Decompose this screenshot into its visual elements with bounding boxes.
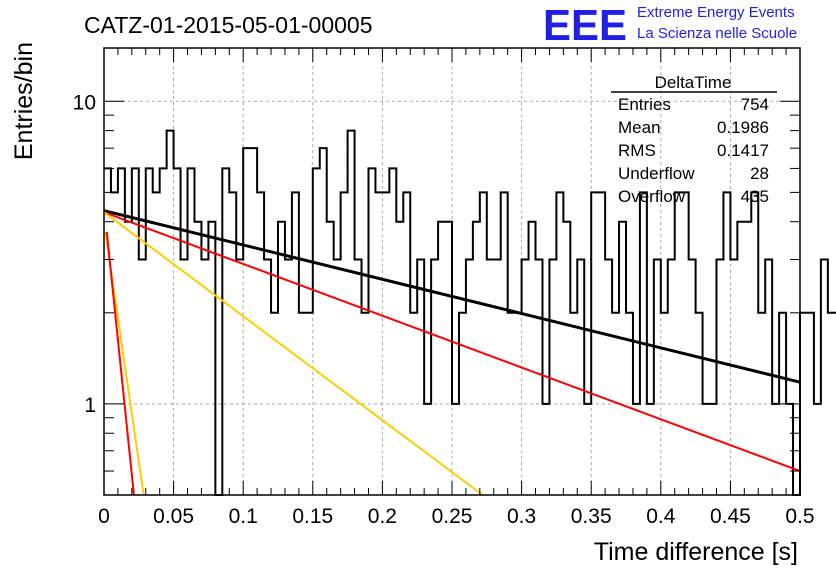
stats-label: Overflow — [618, 187, 686, 206]
x-tick-label: 0.35 — [571, 505, 612, 528]
stats-label: Entries — [618, 95, 671, 114]
x-tick-label: 0.5 — [785, 505, 814, 528]
x-axis-label: Time difference [s] — [594, 538, 798, 566]
stats-value: 754 — [741, 95, 769, 114]
fit-curve-1 — [103, 211, 801, 472]
y-tick-label: 1 — [84, 394, 96, 417]
y-axis-label: Entries/bin — [10, 42, 38, 160]
logo-mark: EEE — [543, 1, 627, 50]
stats-label: RMS — [618, 141, 656, 160]
stats-value: 28 — [750, 164, 769, 183]
fit-curves — [103, 209, 801, 496]
x-tick-label: 0.05 — [153, 505, 194, 528]
stats-value: 0.1986 — [717, 118, 769, 137]
x-tick-label: 0.1 — [229, 505, 258, 528]
logo-line-2: La Scienza nelle Scuole — [637, 25, 797, 42]
stats-value: 435 — [741, 187, 769, 206]
eee-logo: EEE Extreme Energy Events La Scienza nel… — [543, 1, 797, 50]
stats-box: DeltaTime Entries 754 Mean 0.1986 RMS 0.1417 U… — [611, 73, 777, 206]
x-tick-label: 0 — [98, 505, 110, 528]
x-tick-label: 0.2 — [368, 505, 397, 528]
stats-label: Mean — [618, 118, 661, 137]
axis-ticks — [103, 48, 801, 496]
tick-labels: 0 0.05 0.1 0.15 0.2 0.25 0.3 0.35 0.4 0.45 0.5 1 10 — [73, 91, 815, 528]
stats-title: DeltaTime — [655, 73, 732, 92]
x-tick-label: 0.4 — [646, 505, 676, 528]
x-tick-label: 0.15 — [292, 505, 333, 528]
fit-curve-4 — [105, 231, 135, 496]
stats-label: Underflow — [618, 164, 695, 183]
stats-rows: Entries 754 Mean 0.1986 RMS 0.1417 Underflow 28… — [618, 95, 769, 206]
stats-value: 0.1417 — [717, 141, 769, 160]
x-tick-label: 0.25 — [432, 505, 473, 528]
x-tick-label: 0.3 — [507, 505, 536, 528]
x-tick-label: 0.45 — [710, 505, 751, 528]
chart-title: CATZ-01-2015-05-01-00005 — [84, 12, 373, 38]
y-tick-label: 10 — [73, 91, 96, 114]
fit-curve-2 — [103, 211, 484, 496]
logo-line-1: Extreme Energy Events — [637, 4, 795, 21]
fit-curve-0 — [103, 209, 801, 384]
